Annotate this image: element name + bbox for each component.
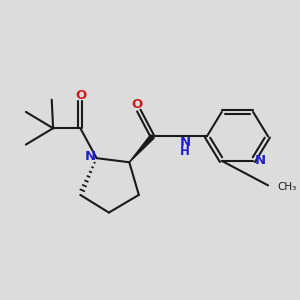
- Text: N: N: [85, 150, 96, 163]
- Text: O: O: [132, 98, 143, 111]
- Text: H: H: [180, 145, 190, 158]
- Text: N: N: [255, 154, 266, 167]
- Polygon shape: [129, 135, 154, 162]
- Text: N: N: [179, 136, 191, 149]
- Text: O: O: [75, 88, 86, 101]
- Text: CH₃: CH₃: [278, 182, 297, 192]
